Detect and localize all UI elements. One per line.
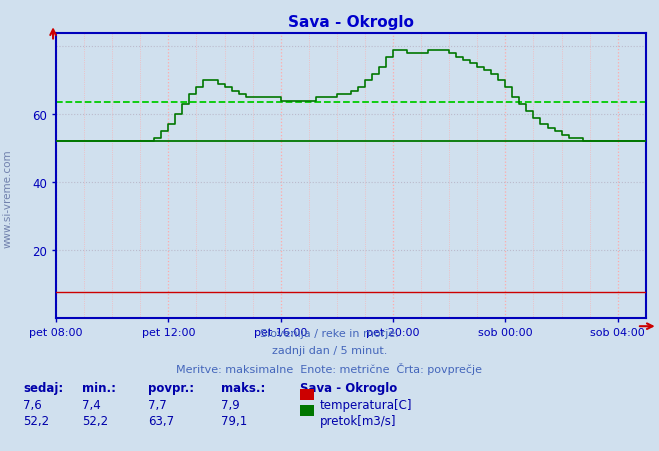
Text: Slovenija / reke in morje.: Slovenija / reke in morje. — [260, 328, 399, 338]
Text: www.si-vreme.com: www.si-vreme.com — [3, 149, 13, 248]
Text: 7,6: 7,6 — [23, 398, 42, 411]
Text: sedaj:: sedaj: — [23, 381, 63, 394]
Text: 52,2: 52,2 — [82, 414, 109, 427]
Text: 7,7: 7,7 — [148, 398, 167, 411]
Text: povpr.:: povpr.: — [148, 381, 194, 394]
Text: pretok[m3/s]: pretok[m3/s] — [320, 414, 396, 427]
Text: zadnji dan / 5 minut.: zadnji dan / 5 minut. — [272, 345, 387, 355]
Text: min.:: min.: — [82, 381, 117, 394]
Title: Sava - Okroglo: Sava - Okroglo — [288, 15, 414, 30]
Text: 79,1: 79,1 — [221, 414, 247, 427]
Text: 52,2: 52,2 — [23, 414, 49, 427]
Text: 63,7: 63,7 — [148, 414, 175, 427]
Text: Meritve: maksimalne  Enote: metrične  Črta: povprečje: Meritve: maksimalne Enote: metrične Črta… — [177, 362, 482, 374]
Text: 7,9: 7,9 — [221, 398, 239, 411]
Text: Sava - Okroglo: Sava - Okroglo — [300, 381, 397, 394]
Text: 7,4: 7,4 — [82, 398, 101, 411]
Text: maks.:: maks.: — [221, 381, 265, 394]
Text: temperatura[C]: temperatura[C] — [320, 398, 412, 411]
